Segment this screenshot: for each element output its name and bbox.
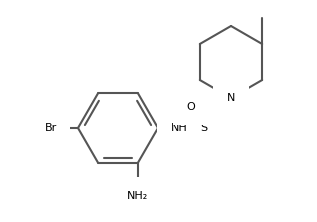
Text: NH₂: NH₂ [127,191,149,201]
Text: S: S [200,123,208,133]
Text: O: O [187,102,195,112]
Text: N: N [227,93,235,103]
Text: Br: Br [45,123,57,133]
Text: NH: NH [171,123,187,133]
Text: O: O [221,102,230,112]
